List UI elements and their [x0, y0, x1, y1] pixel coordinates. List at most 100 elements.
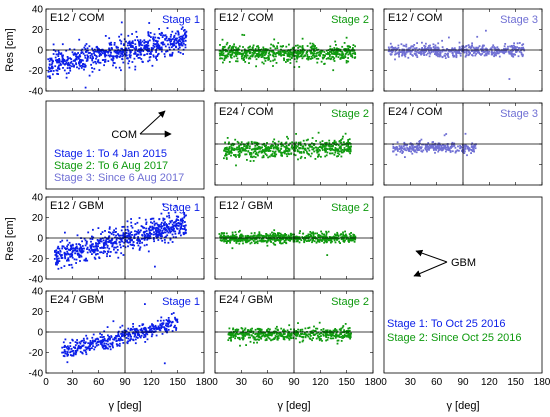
data-point [143, 44, 146, 47]
data-point [118, 235, 121, 237]
data-point [484, 48, 486, 51]
data-point [127, 241, 130, 244]
data-point [225, 154, 228, 157]
data-point [272, 233, 274, 236]
data-point [143, 39, 146, 42]
data-point [265, 51, 268, 54]
data-point [163, 218, 166, 220]
data-point [167, 231, 170, 234]
data-point [286, 50, 288, 53]
data-point [260, 239, 263, 242]
data-point [174, 225, 177, 228]
data-point [279, 149, 281, 152]
data-point [151, 323, 153, 325]
data-point [84, 239, 87, 242]
data-point [324, 151, 327, 153]
data-point [139, 240, 141, 242]
data-point [104, 241, 107, 243]
data-point [147, 44, 150, 47]
data-point [263, 235, 266, 238]
data-point [297, 53, 300, 56]
data-point [168, 222, 171, 225]
data-point [322, 328, 325, 330]
data-point [250, 235, 252, 238]
data-point [471, 142, 474, 145]
data-point [108, 47, 110, 50]
data-point [402, 151, 404, 153]
data-point [495, 54, 497, 57]
data-point [422, 143, 425, 146]
data-point [134, 338, 137, 341]
data-point [115, 234, 117, 237]
data-point [344, 55, 346, 57]
data-point [242, 52, 245, 55]
data-point [326, 151, 329, 154]
data-point [464, 150, 466, 153]
data-point [254, 153, 257, 155]
data-point [234, 329, 237, 331]
data-point [69, 67, 71, 70]
data-point [328, 53, 331, 55]
data-point [117, 333, 120, 336]
data-point [136, 337, 139, 339]
data-point [157, 325, 160, 328]
data-point [128, 238, 130, 240]
data-point [285, 153, 288, 155]
data-point [62, 61, 64, 63]
data-point [394, 50, 397, 53]
data-point [302, 232, 304, 235]
data-point [94, 248, 96, 251]
data-point [324, 54, 326, 57]
data-point [63, 254, 66, 256]
data-point [156, 55, 159, 57]
data-point [108, 235, 111, 238]
data-point [152, 55, 155, 58]
data-point [71, 256, 74, 259]
data-point [66, 245, 68, 248]
data-point [222, 46, 224, 48]
data-point [226, 146, 228, 149]
data-point [521, 55, 524, 58]
data-point [327, 53, 329, 56]
data-point [111, 237, 114, 240]
data-point [406, 143, 408, 146]
data-point [247, 141, 250, 144]
data-point [416, 42, 418, 44]
data-point [154, 36, 157, 39]
data-point [313, 56, 316, 59]
data-point [133, 235, 136, 238]
data-point [304, 148, 306, 151]
data-point [61, 257, 64, 259]
data-point [290, 334, 293, 337]
data-point [184, 229, 187, 232]
data-point [436, 51, 439, 54]
data-point [289, 238, 291, 241]
data-point [238, 51, 241, 54]
data-point [345, 330, 348, 332]
data-point [341, 51, 343, 53]
data-point [324, 235, 326, 238]
data-point [223, 147, 226, 150]
data-point [86, 259, 89, 262]
data-point [125, 330, 128, 333]
data-point [320, 239, 323, 241]
data-point [307, 233, 310, 236]
data-point [453, 142, 456, 145]
data-point [137, 240, 140, 242]
data-point [453, 144, 456, 147]
data-point [83, 259, 86, 262]
data-point [250, 152, 252, 154]
data-point [115, 337, 117, 340]
data-point [67, 345, 69, 348]
data-point [111, 343, 114, 346]
data-point [482, 45, 484, 47]
data-point [511, 55, 513, 57]
data-point [328, 57, 330, 60]
data-point [115, 246, 117, 249]
panel-title: E12 / COM [219, 12, 273, 24]
data-point [129, 329, 132, 331]
data-point [129, 54, 132, 57]
data-point [277, 337, 280, 339]
data-point [297, 236, 300, 239]
